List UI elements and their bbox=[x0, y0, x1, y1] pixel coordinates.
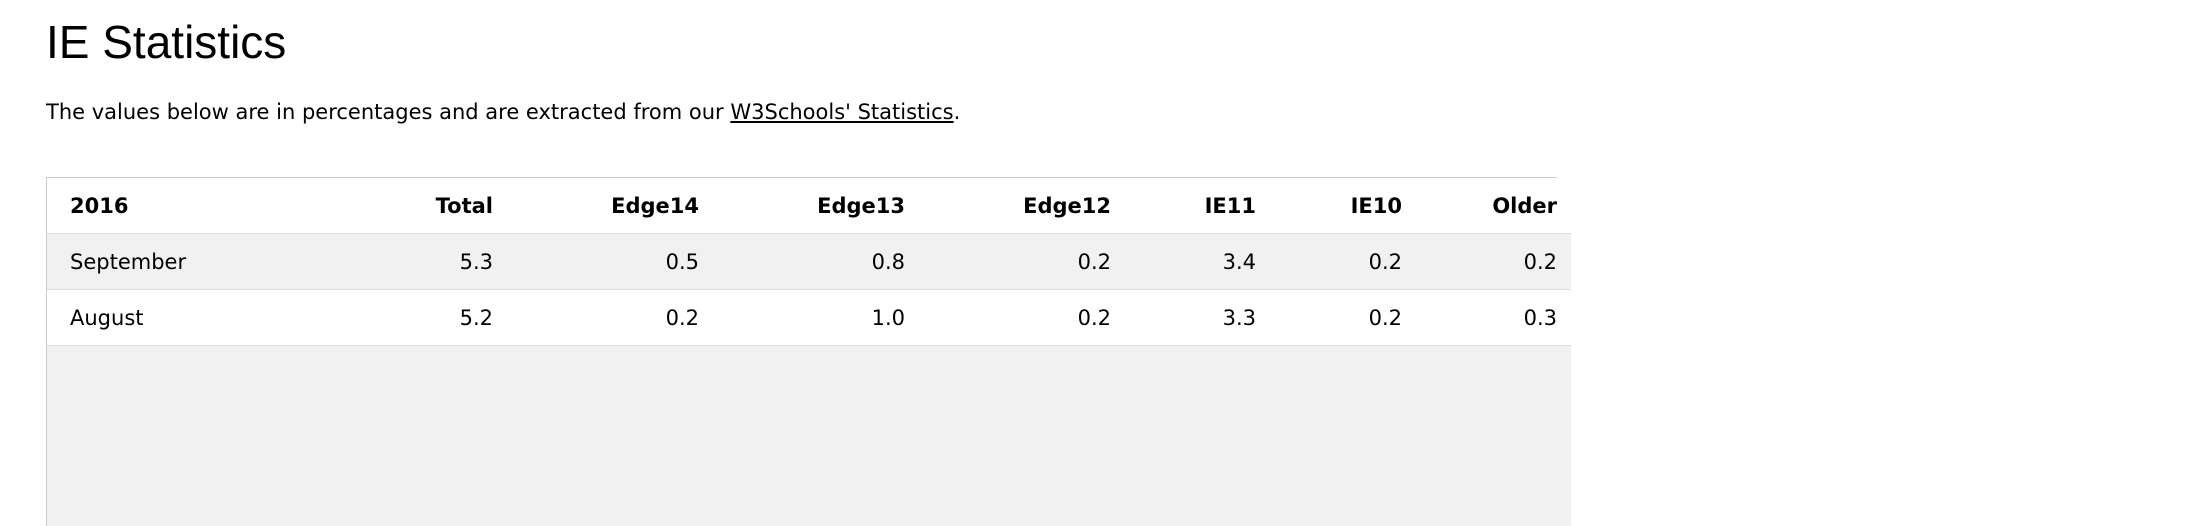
header-edge14: Edge14 bbox=[493, 178, 699, 234]
cell-edge12: 0.2 bbox=[905, 290, 1111, 346]
table-row-partial bbox=[47, 346, 1571, 526]
cell-total: 5.3 bbox=[295, 234, 493, 290]
header-total: Total bbox=[295, 178, 493, 234]
ie-statistics-table: 2016 Total Edge14 Edge13 Edge12 IE11 IE1… bbox=[47, 178, 1571, 526]
cell-edge12: 0.2 bbox=[905, 234, 1111, 290]
cell-ie10: 0.2 bbox=[1256, 234, 1402, 290]
header-ie11: IE11 bbox=[1111, 178, 1256, 234]
cell-month: August bbox=[47, 290, 295, 346]
w3schools-statistics-link[interactable]: W3Schools' Statistics bbox=[730, 100, 953, 124]
cell-ie11: 3.4 bbox=[1111, 234, 1256, 290]
header-year: 2016 bbox=[47, 178, 295, 234]
header-edge13: Edge13 bbox=[699, 178, 905, 234]
header-ie10: IE10 bbox=[1256, 178, 1402, 234]
cell-edge14: 0.5 bbox=[493, 234, 699, 290]
cell-edge13: 1.0 bbox=[699, 290, 905, 346]
table-row: August 5.2 0.2 1.0 0.2 3.3 0.2 0.3 bbox=[47, 290, 1571, 346]
page-title: IE Statistics bbox=[46, 12, 286, 72]
header-edge12: Edge12 bbox=[905, 178, 1111, 234]
cell-edge14: 0.2 bbox=[493, 290, 699, 346]
cell-older: 0.2 bbox=[1402, 234, 1571, 290]
cell-ie10: 0.2 bbox=[1256, 290, 1402, 346]
intro-suffix: . bbox=[954, 100, 961, 124]
cell-total: 5.2 bbox=[295, 290, 493, 346]
intro-prefix: The values below are in percentages and … bbox=[46, 100, 730, 124]
table-row: September 5.3 0.5 0.8 0.2 3.4 0.2 0.2 bbox=[47, 234, 1571, 290]
cell-ie11: 3.3 bbox=[1111, 290, 1256, 346]
intro-text: The values below are in percentages and … bbox=[46, 95, 960, 129]
cell-month: September bbox=[47, 234, 295, 290]
cell-older: 0.3 bbox=[1402, 290, 1571, 346]
table-header-row: 2016 Total Edge14 Edge13 Edge12 IE11 IE1… bbox=[47, 178, 1571, 234]
header-older: Older bbox=[1402, 178, 1571, 234]
ie-statistics-table-container: 2016 Total Edge14 Edge13 Edge12 IE11 IE1… bbox=[46, 177, 1557, 526]
cell-edge13: 0.8 bbox=[699, 234, 905, 290]
